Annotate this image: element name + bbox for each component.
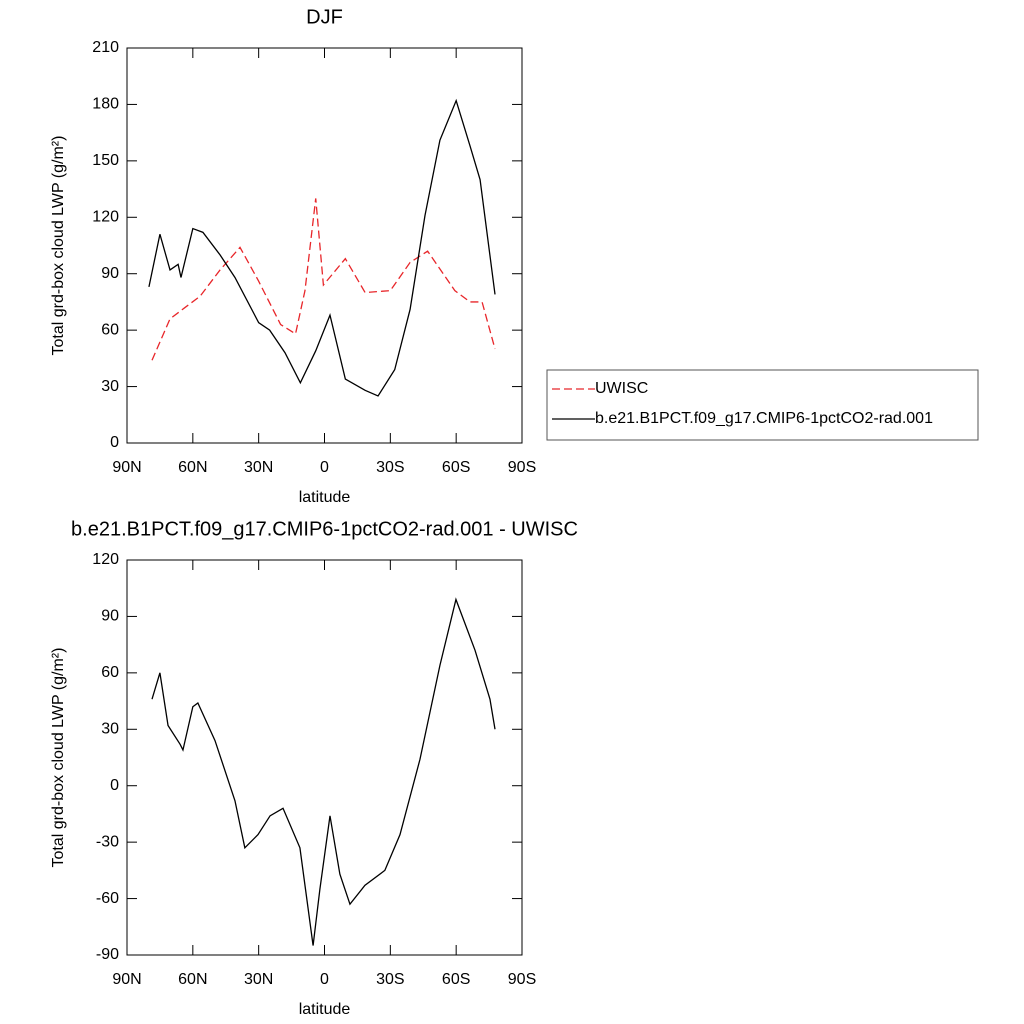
x-axis-label: latitude xyxy=(299,489,351,506)
data-line xyxy=(148,98,496,397)
legend-label: b.e21.B1PCT.f09_g17.CMIP6-1pctCO2-rad.00… xyxy=(595,410,933,427)
y-tick-label: 120 xyxy=(92,551,119,568)
y-axis-label: Total grd-box cloud LWP (g/m²) xyxy=(50,648,67,868)
plot-frame xyxy=(126,559,523,956)
y-tick-label: 0 xyxy=(110,434,119,451)
y-tick-label: 210 xyxy=(92,39,119,56)
y-tick-label: -60 xyxy=(96,890,119,907)
x-tick-label: 60N xyxy=(178,971,207,988)
x-tick-label: 30S xyxy=(376,459,404,476)
x-tick-label: 60S xyxy=(442,971,470,988)
x-tick-label: 90N xyxy=(112,459,141,476)
x-tick-label: 90S xyxy=(508,459,536,476)
legend-box xyxy=(546,369,979,441)
y-tick-label: 60 xyxy=(101,664,119,681)
y-tick-label: -30 xyxy=(96,833,119,850)
x-axis-label: latitude xyxy=(299,1001,351,1018)
y-tick-label: 90 xyxy=(101,608,119,625)
x-tick-label: 30N xyxy=(244,971,273,988)
y-axis-label: Total grd-box cloud LWP (g/m²) xyxy=(50,136,67,356)
y-tick-label: -90 xyxy=(96,946,119,963)
y-tick-label: 30 xyxy=(101,378,119,395)
chart-title: b.e21.B1PCT.f09_g17.CMIP6-1pctCO2-rad.00… xyxy=(71,518,578,540)
x-tick-label: 0 xyxy=(320,459,329,476)
legend-label: UWISC xyxy=(595,380,648,397)
data-line xyxy=(151,198,496,361)
y-tick-label: 150 xyxy=(92,152,119,169)
x-tick-label: 60N xyxy=(178,459,207,476)
y-tick-label: 0 xyxy=(110,777,119,794)
x-tick-label: 90S xyxy=(508,971,536,988)
x-tick-label: 60S xyxy=(442,459,470,476)
x-tick-label: 30N xyxy=(244,459,273,476)
chart-title: DJF xyxy=(306,6,343,28)
x-tick-label: 90N xyxy=(112,971,141,988)
data-line xyxy=(151,597,496,946)
x-tick-label: 30S xyxy=(376,971,404,988)
x-tick-label: 0 xyxy=(320,971,329,988)
y-tick-label: 30 xyxy=(101,721,119,738)
y-tick-label: 90 xyxy=(101,265,119,282)
plot-frame xyxy=(126,47,523,444)
y-tick-label: 60 xyxy=(101,321,119,338)
y-tick-label: 120 xyxy=(92,209,119,226)
y-tick-label: 180 xyxy=(92,96,119,113)
